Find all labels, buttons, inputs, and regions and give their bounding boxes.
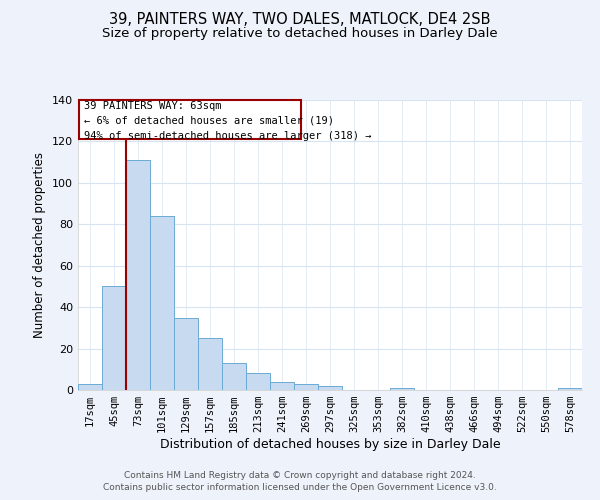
- Text: Contains public sector information licensed under the Open Government Licence v3: Contains public sector information licen…: [103, 484, 497, 492]
- Text: Contains HM Land Registry data © Crown copyright and database right 2024.: Contains HM Land Registry data © Crown c…: [124, 471, 476, 480]
- Bar: [390, 388, 414, 390]
- X-axis label: Distribution of detached houses by size in Darley Dale: Distribution of detached houses by size …: [160, 438, 500, 451]
- Bar: [294, 384, 318, 390]
- Y-axis label: Number of detached properties: Number of detached properties: [34, 152, 46, 338]
- Bar: [150, 216, 174, 390]
- Bar: [246, 374, 270, 390]
- Bar: [318, 386, 342, 390]
- Bar: [174, 318, 198, 390]
- Text: 39 PAINTERS WAY: 63sqm
← 6% of detached houses are smaller (19)
94% of semi-deta: 39 PAINTERS WAY: 63sqm ← 6% of detached …: [84, 101, 371, 140]
- Bar: [126, 160, 150, 390]
- Bar: [270, 382, 294, 390]
- Bar: [102, 286, 126, 390]
- Bar: [222, 363, 246, 390]
- Bar: [79, 100, 301, 140]
- Text: 39, PAINTERS WAY, TWO DALES, MATLOCK, DE4 2SB: 39, PAINTERS WAY, TWO DALES, MATLOCK, DE…: [109, 12, 491, 28]
- Text: Size of property relative to detached houses in Darley Dale: Size of property relative to detached ho…: [102, 28, 498, 40]
- Bar: [198, 338, 222, 390]
- Bar: [558, 388, 582, 390]
- Bar: [78, 384, 102, 390]
